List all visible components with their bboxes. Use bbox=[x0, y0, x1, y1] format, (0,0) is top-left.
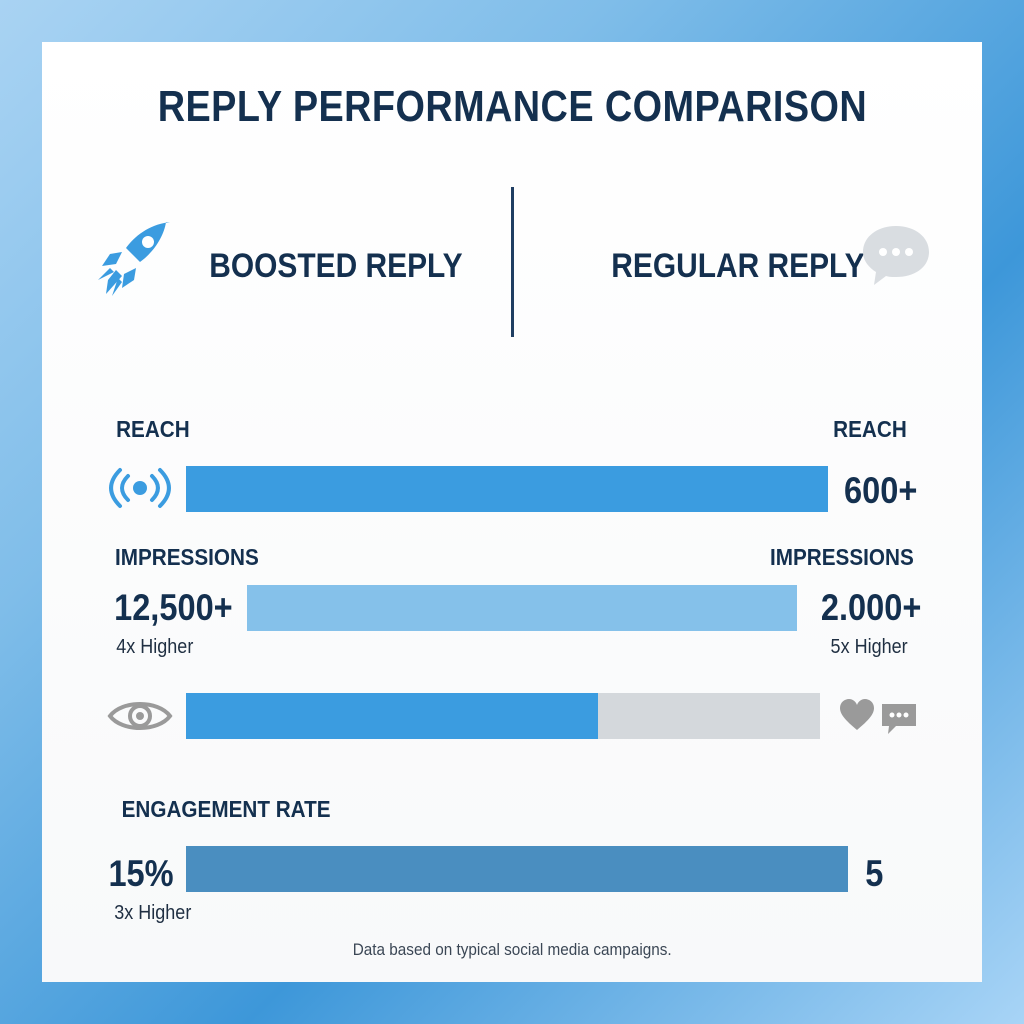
heart-icon bbox=[840, 699, 874, 730]
views-bar-track bbox=[186, 693, 820, 739]
reach-left-label: REACH bbox=[116, 416, 190, 442]
impressions-right-note: 5x Higher bbox=[830, 636, 908, 658]
views-bar-fill bbox=[186, 693, 599, 739]
regular-reply-header: REGULAR REPLY bbox=[611, 247, 865, 285]
comment-icon bbox=[882, 704, 916, 734]
comparison-card: REPLY PERFORMANCE COMPARISON BOOSTED REP… bbox=[42, 42, 982, 982]
engagement-left-value: 15% bbox=[108, 853, 174, 894]
chart-title: REPLY PERFORMANCE COMPARISON bbox=[157, 82, 867, 131]
header-divider bbox=[511, 187, 514, 337]
engagement-left-label: ENGAGEMENT RATE bbox=[121, 796, 331, 822]
impressions-right-label: IMPRESSIONS bbox=[770, 544, 914, 570]
eye-icon bbox=[107, 702, 173, 730]
reach-right-label: REACH bbox=[833, 416, 907, 442]
reach-bar bbox=[186, 466, 828, 512]
impressions-left-label: IMPRESSIONS bbox=[114, 544, 259, 570]
chat-bubble-icon bbox=[863, 226, 929, 285]
footer-note: Data based on typical social media campa… bbox=[352, 940, 672, 959]
boosted-reply-header: BOOSTED REPLY bbox=[209, 247, 463, 285]
engagement-bar bbox=[186, 846, 848, 892]
reach-right-value: 600+ bbox=[844, 470, 918, 511]
impressions-right-value: 2.000+ bbox=[820, 587, 922, 628]
rocket-icon bbox=[98, 222, 170, 296]
impressions-left-note: 4x Higher bbox=[116, 636, 194, 658]
impressions-left-value: 12,500+ bbox=[114, 587, 233, 628]
impressions-bar bbox=[247, 585, 797, 631]
broadcast-icon bbox=[109, 468, 171, 508]
engagement-left-note: 3x Higher bbox=[114, 902, 192, 924]
engagement-right-value: 5 bbox=[865, 853, 884, 894]
